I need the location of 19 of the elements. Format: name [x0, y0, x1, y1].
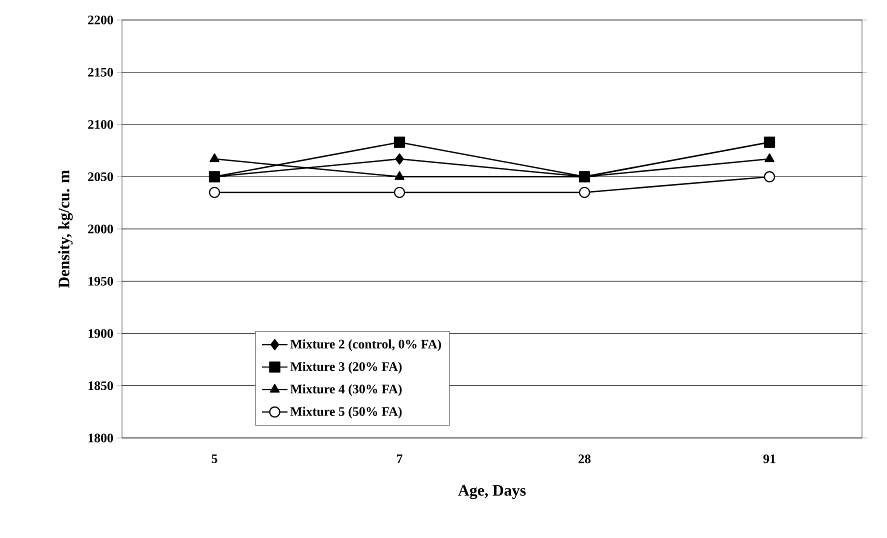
x-tick-label: 28	[578, 454, 591, 464]
legend-label: Mixture 3 (20% FA)	[290, 362, 402, 374]
y-tick-label: 2000	[88, 224, 113, 234]
y-tick-label: 1800	[88, 434, 113, 442]
y-tick-label: 2050	[88, 172, 113, 182]
y-axis-title: Density, kg/cu. m	[58, 170, 73, 288]
x-tick-label: 5	[212, 454, 218, 464]
x-tick-label: 91	[763, 454, 776, 464]
y-tick-label: 1950	[88, 276, 113, 286]
legend-label: Mixture 2 (control, 0% FA)	[290, 339, 441, 352]
legend-label: Mixture 4 (30% FA)	[290, 384, 402, 396]
y-tick-label: 2100	[88, 120, 113, 129]
y-tick-label: 2200	[88, 16, 113, 24]
y-tick-label: 1850	[88, 381, 113, 390]
y-tick-label: 2150	[88, 68, 113, 77]
y-tick-label: 1900	[88, 329, 113, 338]
legend-label: Mixture 5 (50% FA)	[290, 406, 402, 419]
x-axis-title: Age, Days	[458, 485, 526, 500]
x-tick-label: 7	[397, 454, 402, 463]
